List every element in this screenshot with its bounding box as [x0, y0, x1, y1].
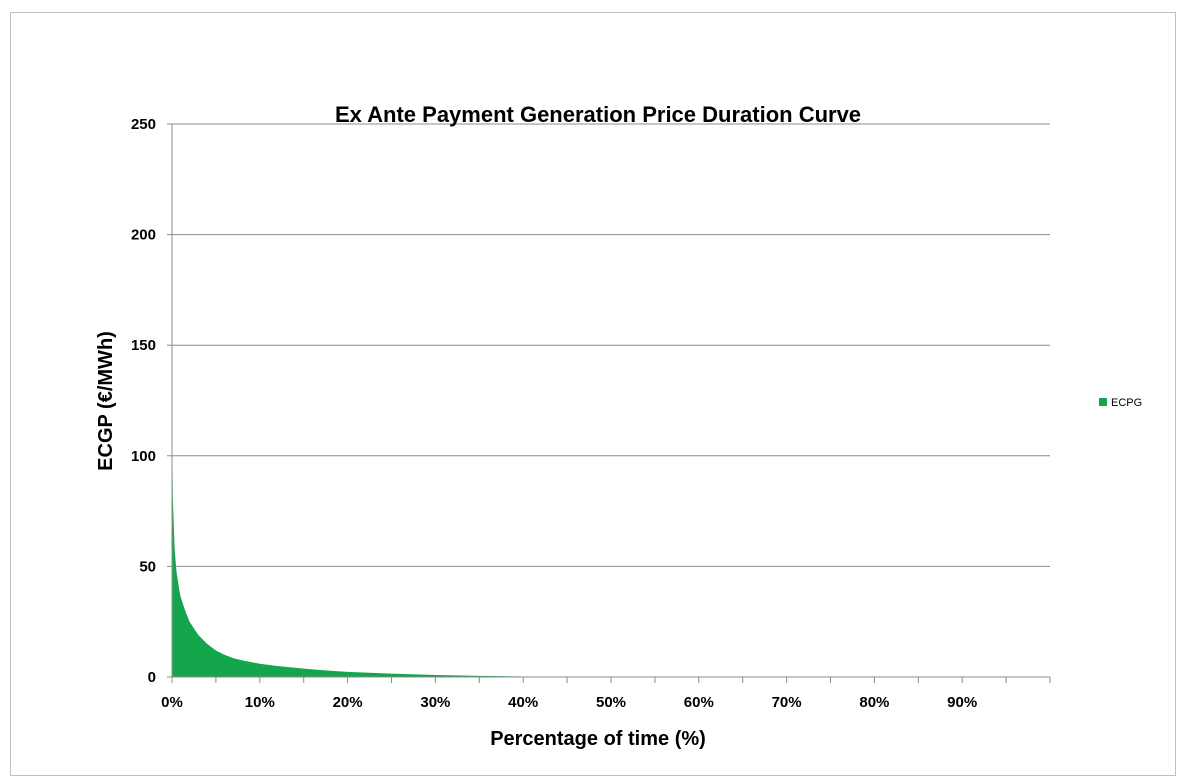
x-tick-label-8: 80% — [859, 694, 889, 711]
y-tick-label-1: 50 — [139, 558, 156, 575]
x-tick-label-2: 20% — [333, 694, 363, 711]
y-tick-label-2: 100 — [131, 448, 156, 465]
chart-title: Ex Ante Payment Generation Price Duratio… — [335, 102, 861, 127]
x-tick-label-0: 0% — [161, 694, 183, 711]
gridlines — [172, 123, 1050, 567]
series-area-ecpg — [172, 422, 1050, 677]
y-tick-label-0: 0 — [148, 669, 156, 686]
y-tick-label-3: 150 — [131, 337, 156, 354]
x-tick-labels: 0% 10% 20% 30% 40% 50% 60% 70% 80% 90% — [161, 694, 977, 711]
y-tick-label-4: 200 — [131, 227, 156, 244]
series-area-layer — [172, 422, 1050, 677]
y-tick-label-5: 250 — [131, 116, 156, 133]
legend-swatch-ecpg — [1099, 398, 1107, 406]
legend: ECPG — [1099, 397, 1142, 409]
x-tick-label-3: 30% — [420, 694, 450, 711]
x-tick-label-7: 70% — [772, 694, 802, 711]
y-tick-labels: 0 50 100 150 200 250 — [131, 116, 156, 686]
x-tick-label-5: 50% — [596, 694, 626, 711]
y-axis-title: ECGP (€/MWh) — [95, 331, 117, 471]
legend-label-ecpg: ECPG — [1111, 397, 1142, 409]
x-axis-title: Percentage of time (%) — [490, 728, 706, 750]
x-tick-label-1: 10% — [245, 694, 275, 711]
x-tick-label-6: 60% — [684, 694, 714, 711]
x-tick-label-4: 40% — [508, 694, 538, 711]
axes — [167, 123, 1051, 683]
x-tick-label-9: 90% — [947, 694, 977, 711]
